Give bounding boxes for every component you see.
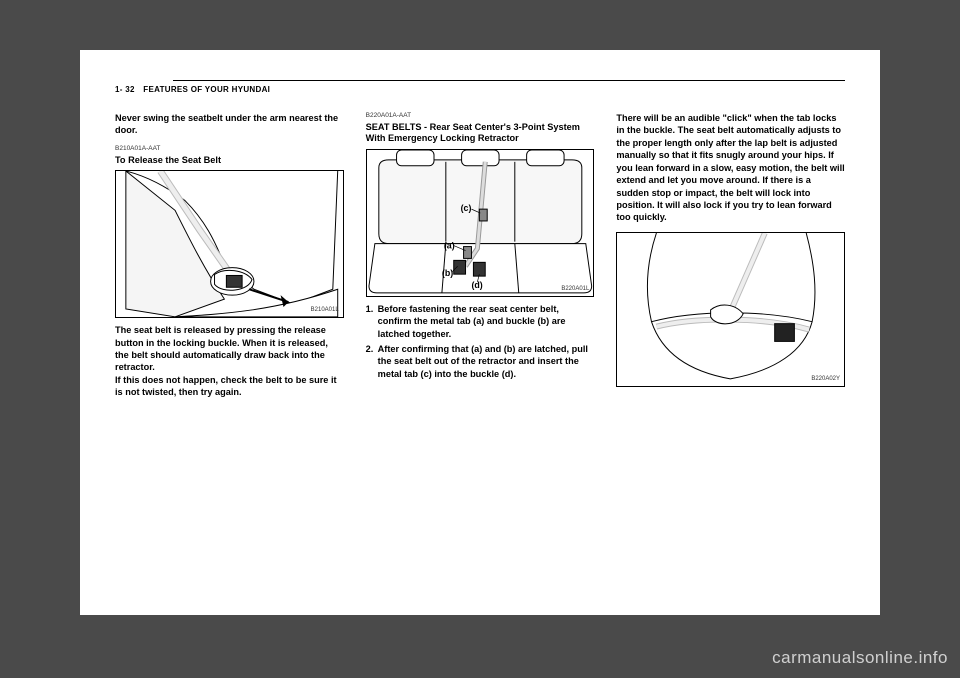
section-label: FEATURES OF YOUR HYUNDAI [143, 85, 270, 94]
figure-label: B220A01L [561, 285, 589, 293]
figure-lap-belt: B220A02Y [616, 232, 845, 387]
section-title: SEAT BELTS - Rear Seat Center's 3-Point … [366, 122, 595, 145]
column-1: Never swing the seatbelt under the arm n… [115, 112, 344, 407]
lap-belt-illustration [617, 233, 844, 386]
step-number: 2. [366, 343, 378, 380]
page-number: 1- 32 [115, 85, 135, 94]
watermark: carmanualsonline.info [772, 648, 948, 668]
svg-text:(a): (a) [444, 240, 455, 250]
manual-page: 1- 32 FEATURES OF YOUR HYUNDAI Never swi… [80, 50, 880, 615]
body-text: There will be an audible "click" when th… [616, 112, 845, 224]
svg-text:(d): (d) [471, 280, 482, 290]
rear-seat-illustration: (a) (b) (c) (d) [367, 150, 594, 296]
step-2: 2. After confirming that (a) and (b) are… [366, 343, 595, 380]
body-text: The seat belt is released by pressing th… [115, 324, 344, 399]
intro-text: Never swing the seatbelt under the arm n… [115, 112, 344, 137]
svg-text:(b): (b) [442, 268, 453, 278]
figure-label: B220A02Y [811, 375, 840, 383]
step-text: Before fastening the rear seat center be… [378, 303, 595, 340]
figure-rear-seat: (a) (b) (c) (d) B220A01L [366, 149, 595, 297]
step-text: After confirming that (a) and (b) are la… [378, 343, 595, 380]
column-2: B220A01A-AAT SEAT BELTS - Rear Seat Cent… [366, 112, 595, 407]
header-rule [173, 80, 845, 81]
column-3: There will be an audible "click" when th… [616, 112, 845, 407]
content-columns: Never swing the seatbelt under the arm n… [115, 112, 845, 407]
section-title: To Release the Seat Belt [115, 155, 344, 167]
section-code: B210A01A-AAT [115, 145, 344, 154]
step-1: 1. Before fastening the rear seat center… [366, 303, 595, 340]
svg-text:(c): (c) [460, 203, 471, 213]
figure-release-belt: B210A01L [115, 170, 344, 318]
step-number: 1. [366, 303, 378, 340]
section-code: B220A01A-AAT [366, 112, 595, 121]
page-header: 1- 32 FEATURES OF YOUR HYUNDAI [115, 85, 845, 94]
seat-belt-release-illustration [116, 171, 343, 317]
figure-label: B210A01L [311, 306, 339, 314]
